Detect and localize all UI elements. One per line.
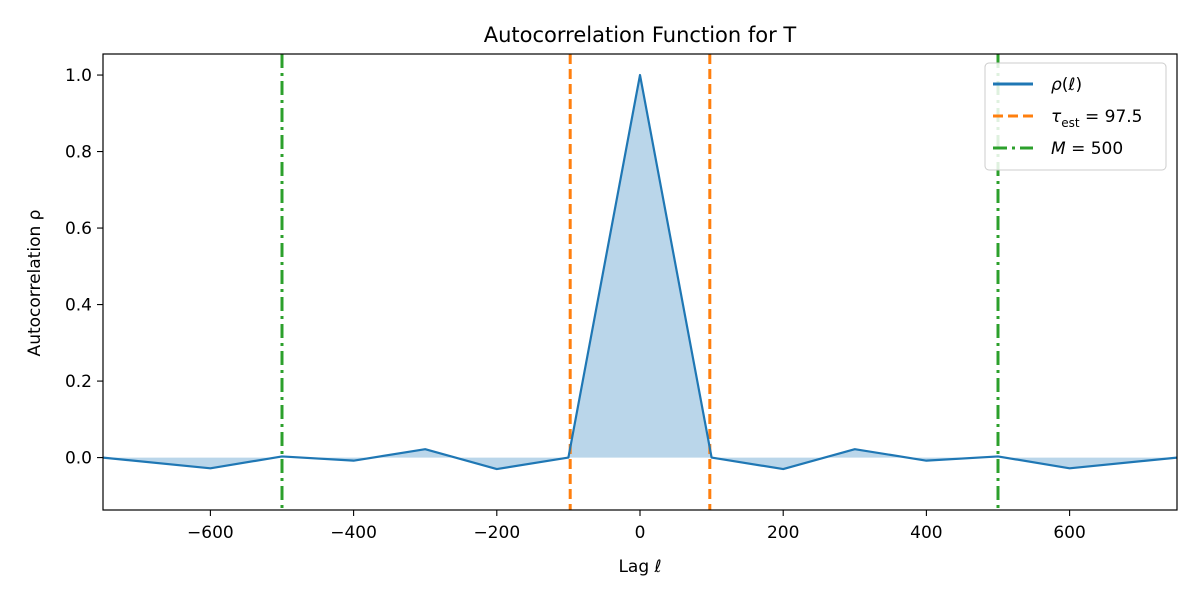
acf-line <box>103 73 1177 471</box>
y-tick-label: 0.6 <box>65 219 92 239</box>
y-tick-label: 0.8 <box>65 143 92 163</box>
y-axis: 0.0 0.2 0.4 0.6 0.8 1.0 <box>65 66 103 469</box>
plot-area <box>103 54 1177 510</box>
y-axis-label: Autocorrelation ρ <box>25 210 45 357</box>
x-tick-label: 0 <box>635 523 646 543</box>
legend-entry-acf: ρ(ℓ) <box>993 75 1082 95</box>
x-tick-label: 400 <box>910 523 942 543</box>
acf-fill-area <box>103 75 1177 470</box>
legend: ρ(ℓ) τest = 97.5 M = 500 <box>984 62 1167 171</box>
x-axis: −600 −400 −200 0 200 400 600 <box>187 510 1086 543</box>
x-tick-label: −400 <box>330 523 377 543</box>
legend-entry-tau-est-label: τest = 97.5 <box>1051 107 1143 130</box>
y-tick-label: 0.4 <box>65 296 92 316</box>
y-tick-label: 1.0 <box>65 66 92 86</box>
x-tick-label: 200 <box>767 523 799 543</box>
legend-entry-acf-label: ρ(ℓ) <box>1051 75 1082 95</box>
y-tick-label: 0.0 <box>65 449 92 469</box>
legend-entry-tau-est: τest = 97.5 <box>993 107 1143 130</box>
legend-entry-m-window-label: M = 500 <box>1051 139 1123 159</box>
x-tick-label: 600 <box>1053 523 1085 543</box>
x-tick-label: −200 <box>473 523 520 543</box>
x-tick-label: −600 <box>187 523 234 543</box>
plot-layer <box>103 54 1177 510</box>
chart-title: Autocorrelation Function for T <box>484 23 797 47</box>
legend-box <box>984 62 1167 171</box>
y-tick-label: 0.2 <box>65 372 92 392</box>
legend-entry-m-window: M = 500 <box>993 139 1123 159</box>
x-axis-label: Lag ℓ <box>618 557 661 577</box>
